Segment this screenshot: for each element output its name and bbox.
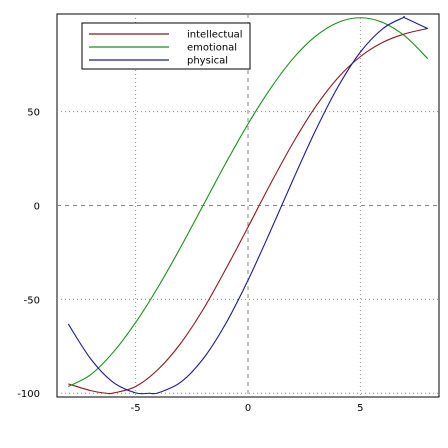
x-tick-label: -5	[131, 403, 141, 414]
x-tick-label: 0	[245, 403, 251, 414]
x-tick-label: 5	[357, 403, 363, 414]
y-tick-label: 0	[34, 202, 40, 213]
legend-label-emotional: emotional	[187, 43, 237, 54]
legend-label-intellectual: intellectual	[187, 30, 243, 41]
series-group	[67, 16, 429, 395]
series-line-physical	[67, 16, 428, 395]
y-tick-label: -50	[24, 295, 40, 306]
legend-box	[81, 22, 251, 70]
y-tick-label: -100	[17, 389, 40, 400]
legend-label-physical: physical	[187, 56, 228, 67]
plot-frame	[56, 13, 440, 398]
series-line-intellectual	[68, 27, 428, 395]
series-line-emotional	[67, 17, 429, 387]
legend: intellectual emotional physical	[81, 22, 251, 70]
y-tick-label: 50	[27, 108, 40, 119]
